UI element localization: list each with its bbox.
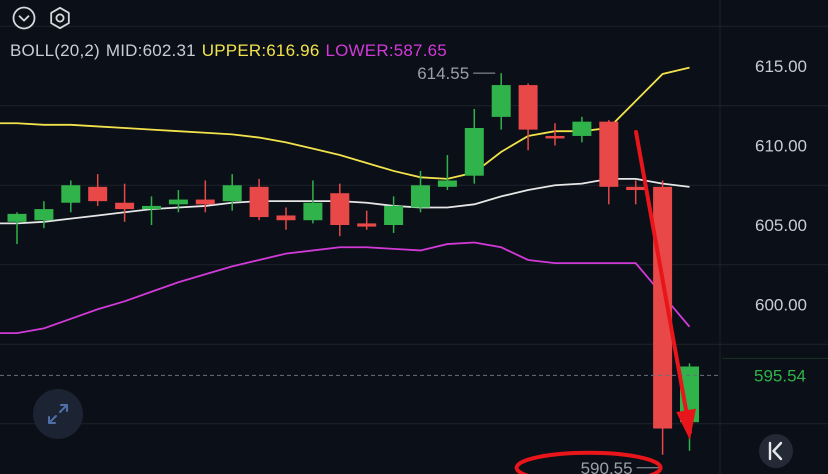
mid-label: MID: xyxy=(105,41,143,60)
expand-icon xyxy=(48,404,68,424)
candle-up xyxy=(464,128,484,176)
candle-down xyxy=(545,135,565,139)
candle-down xyxy=(357,223,377,227)
candle-up xyxy=(384,205,404,225)
lower-value: 587.65 xyxy=(393,41,447,60)
candle-up xyxy=(491,85,511,117)
y-axis-tick-label: 600.00 xyxy=(755,296,807,315)
annotation-arrow-shaft xyxy=(634,130,692,434)
candle-up xyxy=(168,199,188,205)
candle-up xyxy=(303,202,323,221)
candle-down xyxy=(330,193,350,225)
current-price-label: 595.54 xyxy=(754,366,806,385)
collapse-button[interactable] xyxy=(759,434,793,468)
candle-up xyxy=(572,121,592,136)
upper-label: UPPER: xyxy=(201,41,267,60)
candle-up xyxy=(142,205,161,210)
mid-value: 602.31 xyxy=(142,41,196,60)
current-price-tag xyxy=(722,358,828,393)
candle-down xyxy=(195,199,215,205)
candle-down xyxy=(599,121,619,187)
high-marker-label: 614.55 xyxy=(417,64,469,83)
y-axis-tick-label: 605.00 xyxy=(755,216,807,235)
candle-up xyxy=(61,185,81,203)
candle-down xyxy=(276,215,296,221)
annotation-arrow-head xyxy=(676,408,696,440)
candle-down xyxy=(249,186,269,218)
y-axis-tick-label: 615.00 xyxy=(755,57,807,76)
candle-up xyxy=(34,209,54,221)
y-axis-tick-label: 610.00 xyxy=(755,137,807,156)
candle-up xyxy=(7,213,27,222)
settings-icon[interactable] xyxy=(48,6,72,30)
boll-name: BOLL(20,2) xyxy=(10,41,100,60)
candle-up xyxy=(411,185,430,208)
boll-indicator-legend: BOLL(20,2) MID:602.31 UPPER:616.96 LOWER:58… xyxy=(10,41,453,61)
candle-down xyxy=(88,186,108,202)
expand-button[interactable] xyxy=(33,389,83,439)
low-marker-label: 590.55 xyxy=(581,459,633,474)
boll-lower-line xyxy=(0,241,691,335)
upper-value: 616.96 xyxy=(266,41,320,60)
annotation-ellipse xyxy=(514,450,663,474)
candle-down xyxy=(518,85,538,130)
candle-down xyxy=(626,186,646,191)
candle-up xyxy=(437,180,457,187)
lower-label: LOWER: xyxy=(325,41,394,60)
chevron-down-icon[interactable] xyxy=(12,6,36,30)
candle-down xyxy=(115,202,135,210)
candle-up xyxy=(222,185,242,202)
chevron-left-icon xyxy=(768,441,783,461)
